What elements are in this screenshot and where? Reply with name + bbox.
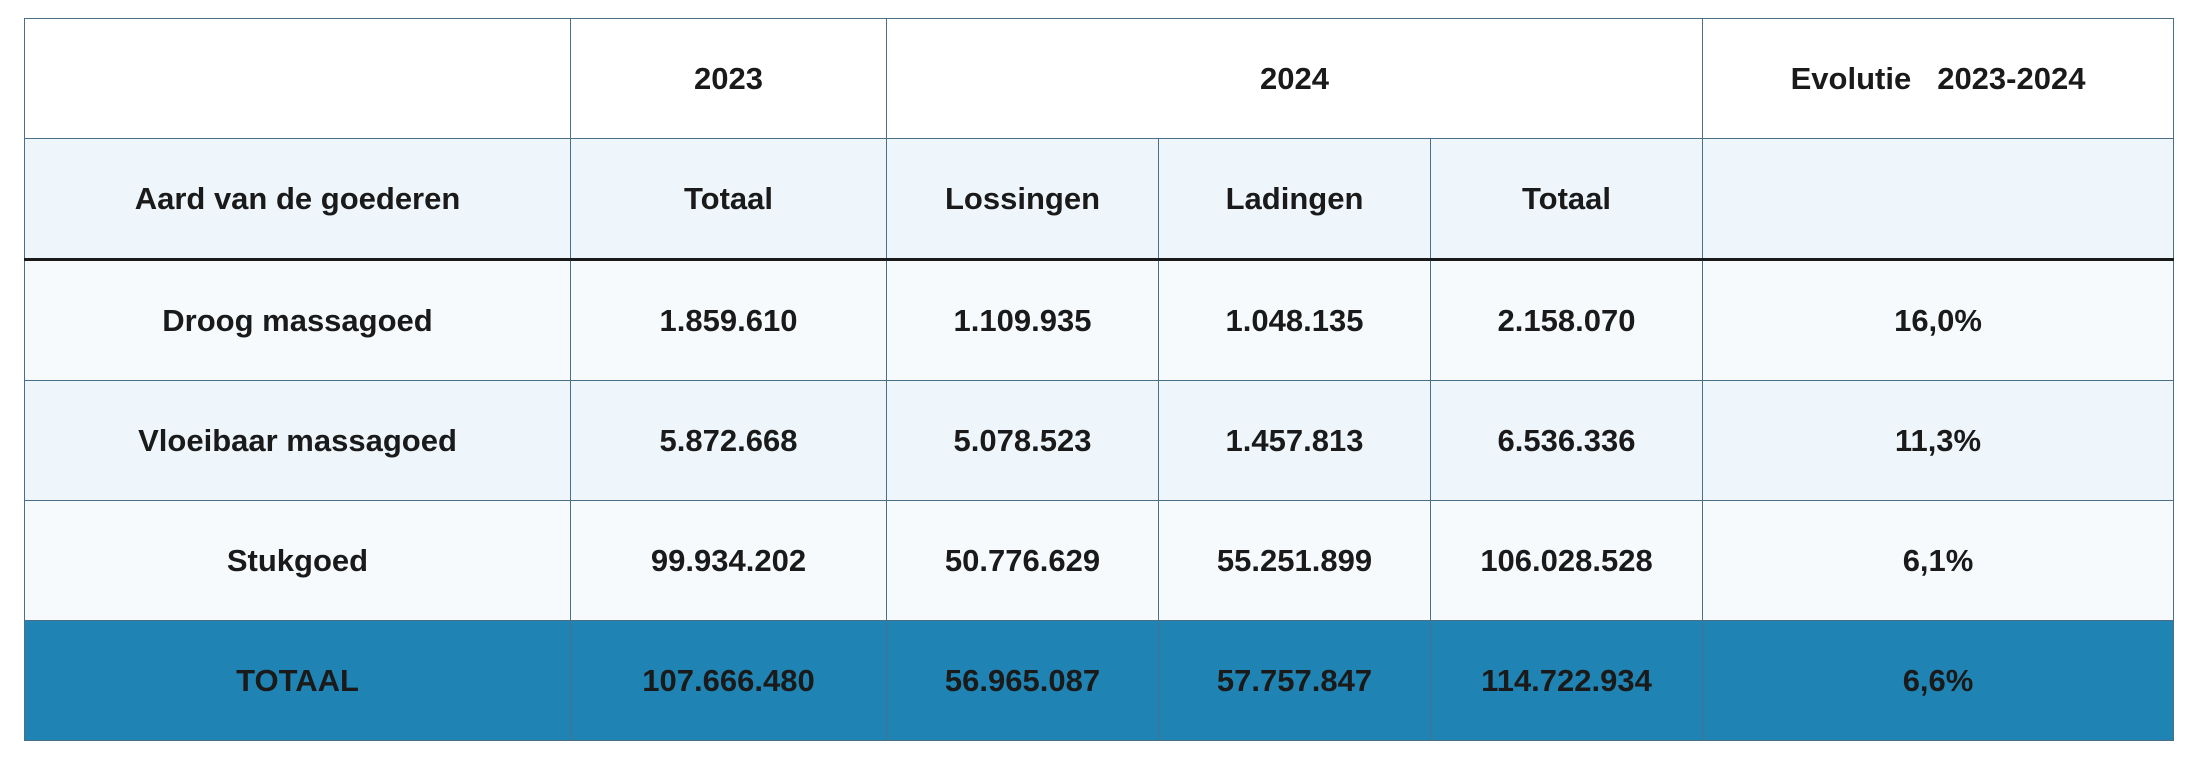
- cell-totaal-2024: 106.028.528: [1429, 500, 1704, 621]
- header-row-years: 2023 2024 Evolutie 2023-2024: [24, 18, 2175, 139]
- cell-totaal-2023: 99.934.202: [570, 500, 887, 621]
- cell-ladingen: 55.251.899: [1158, 500, 1431, 621]
- cell-totaal-2024: 2.158.070: [1429, 259, 1704, 381]
- cargo-table: 2023 2024 Evolutie 2023-2024 Aard van de …: [24, 18, 2175, 741]
- header-totaal-2024: Totaal: [1429, 138, 1704, 260]
- total-totaal-2024: 114.722.934: [1429, 620, 1704, 741]
- header-totaal-2023: Totaal: [570, 138, 887, 260]
- total-row: TOTAAL 107.666.480 56.965.087 57.757.847…: [24, 620, 2175, 741]
- cell-totaal-2023: 5.872.668: [570, 380, 887, 501]
- header-evolutie-range: 2023-2024: [1937, 60, 2086, 96]
- total-label: TOTAAL: [24, 620, 571, 741]
- total-ladingen: 57.757.847: [1158, 620, 1431, 741]
- header-evolutie-label: Evolutie: [1790, 60, 1912, 96]
- header-lossingen: Lossingen: [886, 138, 1159, 260]
- cell-lossingen: 5.078.523: [886, 380, 1159, 501]
- cell-totaal-2024: 6.536.336: [1429, 380, 1704, 501]
- cell-evolutie: 11,3%: [1702, 380, 2175, 501]
- cell-lossingen: 1.109.935: [886, 259, 1159, 381]
- total-totaal-2023: 107.666.480: [570, 620, 887, 741]
- header-aard: Aard van de goederen: [24, 138, 571, 260]
- header-row-columns: Aard van de goederen Totaal Lossingen La…: [24, 138, 2175, 260]
- total-evolutie: 6,6%: [1702, 620, 2175, 741]
- header-evolutie: Evolutie 2023-2024: [1702, 18, 2175, 139]
- header-evolutie-empty: [1702, 138, 2175, 260]
- row-label: Droog massagoed: [24, 259, 571, 381]
- cell-lossingen: 50.776.629: [886, 500, 1159, 621]
- table-row: Stukgoed 99.934.202 50.776.629 55.251.89…: [24, 500, 2175, 621]
- cell-evolutie: 6,1%: [1702, 500, 2175, 621]
- total-lossingen: 56.965.087: [886, 620, 1159, 741]
- header-year-2023: 2023: [570, 18, 887, 139]
- header-empty-cell: [24, 18, 571, 139]
- header-year-2024: 2024: [885, 18, 1704, 139]
- table-row: Vloeibaar massagoed 5.872.668 5.078.523 …: [24, 380, 2175, 501]
- row-label: Stukgoed: [24, 500, 571, 621]
- row-label: Vloeibaar massagoed: [24, 380, 571, 501]
- table-row: Droog massagoed 1.859.610 1.109.935 1.04…: [24, 259, 2175, 381]
- cell-evolutie: 16,0%: [1702, 259, 2175, 381]
- cell-ladingen: 1.457.813: [1158, 380, 1431, 501]
- header-ladingen: Ladingen: [1158, 138, 1431, 260]
- cell-totaal-2023: 1.859.610: [570, 259, 887, 381]
- cell-ladingen: 1.048.135: [1158, 259, 1431, 381]
